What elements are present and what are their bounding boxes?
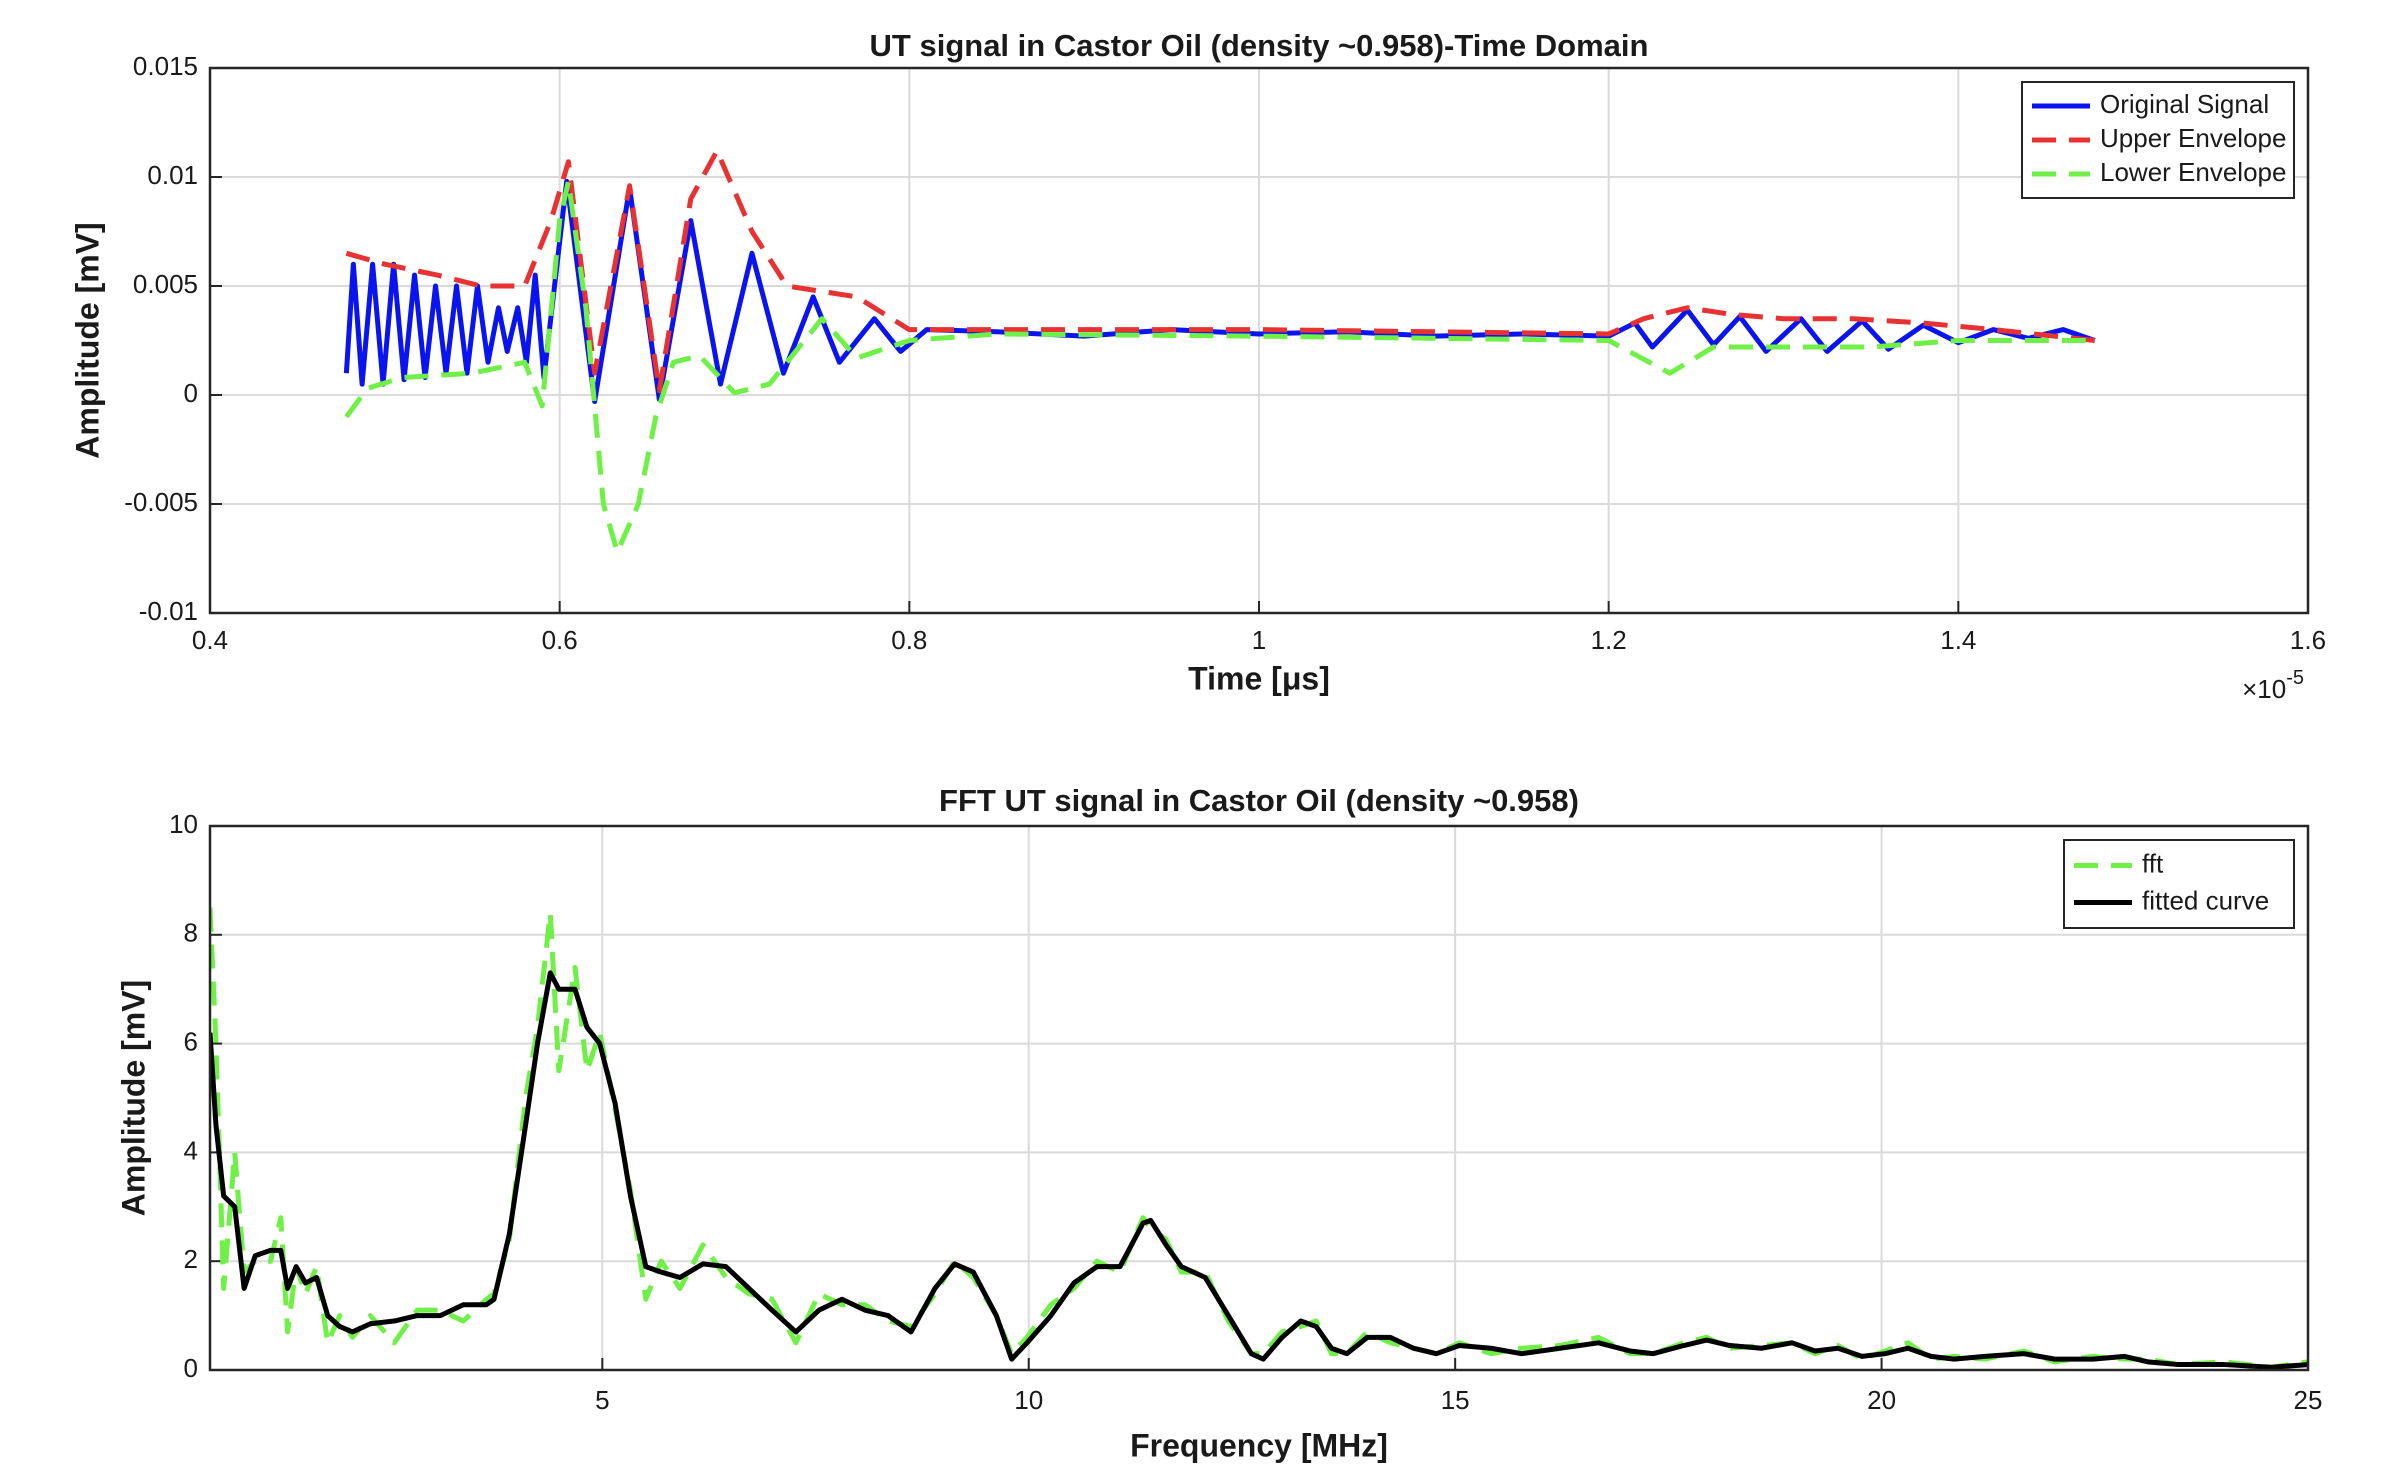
legend-label: Lower Envelope	[2100, 157, 2286, 187]
legend-label: fft	[2142, 848, 2164, 878]
y-tick-label: 0	[184, 378, 198, 408]
x-tick-label: 1.6	[2290, 625, 2326, 655]
x-tick-label: 1	[1252, 625, 1266, 655]
y-tick-label: 4	[184, 1135, 198, 1165]
axes-box	[208, 66, 2310, 615]
x-tick-label: 10	[1014, 1385, 1043, 1415]
legend-label: Upper Envelope	[2100, 123, 2286, 153]
x-tick-label: 25	[2294, 1385, 2323, 1415]
legend-box	[2021, 81, 2295, 199]
data-line	[343, 178, 2096, 405]
x-axis-label: Frequency [MHz]	[1130, 1427, 1388, 1463]
y-tick-label: 10	[169, 809, 198, 839]
legend-label: Original Signal	[2100, 89, 2269, 119]
y-tick-label: -0.01	[139, 596, 198, 626]
y-tick-label: 8	[184, 918, 198, 948]
y-tick-label: 6	[184, 1026, 198, 1056]
legend-label: fitted curve	[2142, 885, 2269, 915]
data-line	[210, 907, 2308, 1370]
x-tick-label: 0.8	[891, 625, 927, 655]
chart-title: UT signal in Castor Oil (density ~0.958)…	[870, 28, 1649, 63]
data-line	[344, 178, 2095, 555]
x-multiplier-exponent: -5	[2286, 667, 2304, 689]
x-tick-label: 1.4	[1940, 625, 1976, 655]
y-axis-label: Amplitude [mV]	[69, 222, 105, 458]
legend-box	[2063, 839, 2295, 929]
y-tick-label: -0.005	[124, 487, 198, 517]
y-axis-label: Amplitude [mV]	[115, 980, 151, 1216]
y-tick-label: 0.01	[147, 160, 198, 190]
x-tick-label: 5	[595, 1385, 609, 1415]
chart-title: FFT UT signal in Castor Oil (density ~0.…	[939, 783, 1579, 818]
x-tick-label: 20	[1867, 1385, 1896, 1415]
x-tick-label: 0.6	[542, 625, 578, 655]
plot-area	[210, 826, 2308, 1370]
y-tick-label: 0	[184, 1353, 198, 1383]
axes-box	[208, 824, 2310, 1372]
x-tick-label: 1.2	[1591, 625, 1627, 655]
x-multiplier: ×10-5	[2242, 667, 2304, 704]
y-tick-label: 0.005	[133, 269, 198, 299]
x-axis-label: Time [μs]	[1188, 660, 1330, 696]
y-tick-label: 2	[184, 1244, 198, 1274]
y-tick-label: 0.015	[133, 51, 198, 81]
x-tick-label: 15	[1441, 1385, 1470, 1415]
x-multiplier-base: ×10	[2242, 674, 2286, 704]
data-line	[210, 970, 2308, 1370]
data-line	[345, 148, 2095, 394]
x-tick-label: 0.4	[192, 625, 228, 655]
